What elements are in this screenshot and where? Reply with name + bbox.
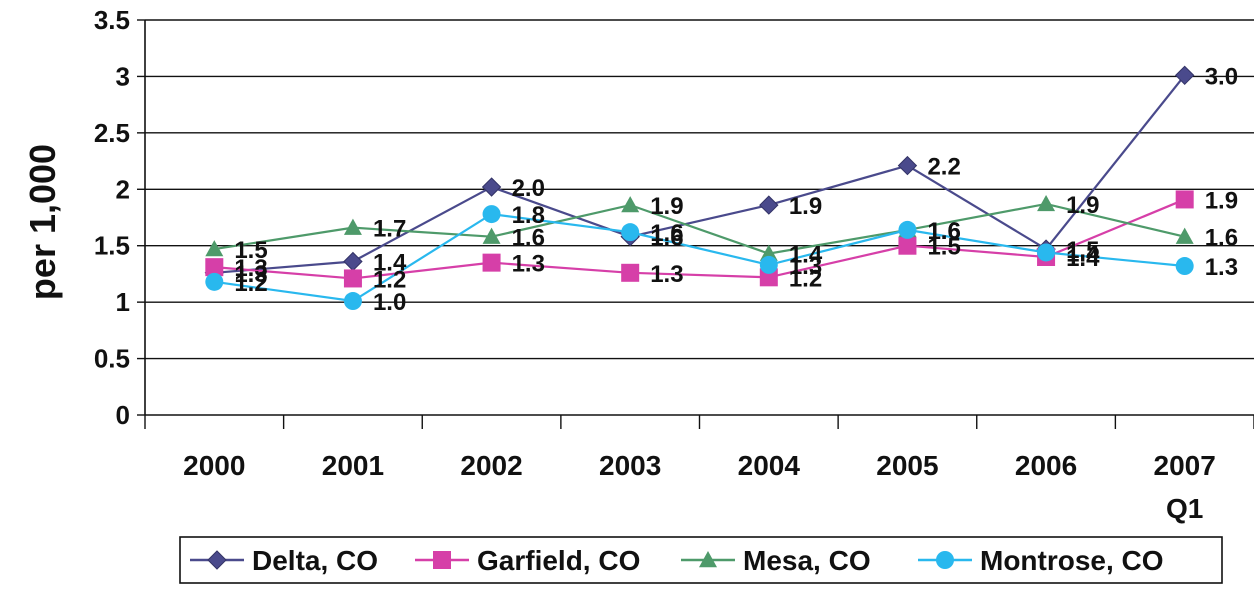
data-label: 1.5 xyxy=(927,234,960,261)
data-point-square xyxy=(482,253,501,272)
data-label: 1.6 xyxy=(927,218,960,245)
legend-marker-triangle xyxy=(699,551,717,568)
data-label: 1.3 xyxy=(234,261,267,288)
data-point-circle xyxy=(898,220,917,239)
legend-entry-label: Montrose, CO xyxy=(980,545,1164,576)
x-tick-label: 2001 xyxy=(322,450,384,481)
y-axis-label: per 1,000 xyxy=(22,144,63,300)
data-label: 1.2 xyxy=(789,265,822,292)
axes: 0 0.5 1 1.5 2 2.5 3 3.5 2000 2001 2002 2003 2004 2005… xyxy=(94,5,1254,524)
data-point-square xyxy=(1175,190,1194,209)
data-label: 1.4 xyxy=(1066,240,1100,267)
data-label: 1.3 xyxy=(1205,254,1238,281)
y-tick-label: 3.5 xyxy=(94,5,130,35)
x-tick-label: 2007 xyxy=(1154,450,1216,481)
data-point-circle xyxy=(482,205,501,224)
data-label: 1.7 xyxy=(373,216,406,243)
y-tick-label: 2.5 xyxy=(94,118,130,148)
data-label: 2.2 xyxy=(927,154,960,181)
data-label: 3.0 xyxy=(1205,63,1238,90)
data-label: 1.5 xyxy=(234,237,267,264)
x-tick-label: 2003 xyxy=(599,450,661,481)
data-point-triangle xyxy=(343,218,362,235)
data-point-diamond xyxy=(481,177,502,197)
data-point-square xyxy=(621,263,640,282)
data-label: 1.3 xyxy=(234,255,267,282)
data-label: 1.6 xyxy=(927,218,960,245)
series-triangle xyxy=(205,194,1194,261)
y-tick-label: 0 xyxy=(116,400,130,430)
x-tick-label: 2004 xyxy=(738,450,801,481)
data-point-circle xyxy=(759,255,778,274)
legend-marker-diamond xyxy=(207,550,227,570)
series-layer xyxy=(204,65,1195,311)
series-line xyxy=(214,202,1185,255)
data-point-circle xyxy=(1037,243,1056,262)
legend-entry-label: Mesa, CO xyxy=(743,545,871,576)
data-label: 2.0 xyxy=(512,175,545,202)
data-point-triangle xyxy=(1175,227,1194,244)
legend-entry-label: Garfield, CO xyxy=(477,545,640,576)
x-tick-label: 2002 xyxy=(460,450,522,481)
data-point-square xyxy=(759,268,778,287)
y-tick-label: 3 xyxy=(116,61,130,91)
data-label: 1.0 xyxy=(373,289,406,316)
data-labels: 1.3 1.42.01.61.92.21.53.01.3 1.21.3 1.3 1.21… xyxy=(234,63,1238,316)
data-point-triangle xyxy=(205,240,224,257)
series-line xyxy=(214,212,1185,303)
data-label: 1.8 xyxy=(512,202,545,229)
data-label: 1.6 xyxy=(650,225,683,252)
y-tick-label: 1 xyxy=(116,287,130,317)
legend: Delta, CO Garfield, CO Mesa, CO Montrose, C… xyxy=(179,536,1223,584)
data-point-triangle xyxy=(621,196,640,213)
data-label: 1.9 xyxy=(789,193,822,220)
data-label: 1.5 xyxy=(1066,237,1099,264)
gridlines xyxy=(145,19,1254,416)
data-point-triangle xyxy=(759,244,778,261)
legend-marker-circle xyxy=(936,551,954,569)
data-label: 1.4 xyxy=(1066,245,1100,272)
series-line xyxy=(214,198,1186,280)
data-label: 1.3 xyxy=(789,253,822,280)
data-label: 1.6 xyxy=(512,225,545,252)
data-point-square xyxy=(205,258,224,277)
data-point-diamond xyxy=(897,155,918,176)
y-tick-label: 0.5 xyxy=(94,344,130,374)
data-label: 1.6 xyxy=(1205,225,1238,252)
data-label: 1.9 xyxy=(650,193,683,220)
data-point-circle xyxy=(1175,257,1194,276)
data-label: 1.2 xyxy=(373,266,406,293)
data-point-circle xyxy=(343,292,362,311)
data-label: 1.3 xyxy=(512,251,545,278)
data-label: 1.6 xyxy=(650,220,683,247)
data-point-triangle xyxy=(482,227,501,244)
data-point-square xyxy=(898,236,917,255)
x-tick-sublabel: Q1 xyxy=(1166,493,1203,524)
y-tick-label: 1.5 xyxy=(94,231,130,261)
data-point-diamond xyxy=(343,251,363,272)
data-point-circle xyxy=(621,223,640,242)
data-label: 1.4 xyxy=(373,250,407,277)
data-label: 1.4 xyxy=(789,242,823,269)
series-line xyxy=(214,74,1186,274)
data-point-circle xyxy=(205,272,224,291)
x-tick-label: 2000 xyxy=(183,450,245,481)
series-circle xyxy=(205,205,1194,311)
data-point-triangle xyxy=(1037,194,1056,212)
data-label: 1.2 xyxy=(234,270,267,297)
data-label: 1.3 xyxy=(650,261,683,288)
data-point-square xyxy=(343,269,362,288)
data-label: 1.9 xyxy=(1066,192,1099,219)
legend-marker-square xyxy=(433,551,451,569)
data-point-diamond xyxy=(1174,65,1195,86)
x-tick-label: 2005 xyxy=(876,450,938,481)
y-tick-label: 2 xyxy=(116,174,130,204)
x-tick-label: 2006 xyxy=(1015,450,1077,481)
legend-entry-label: Delta, CO xyxy=(252,545,378,576)
data-label: 1.9 xyxy=(1205,187,1238,214)
data-point-diamond xyxy=(759,195,779,215)
